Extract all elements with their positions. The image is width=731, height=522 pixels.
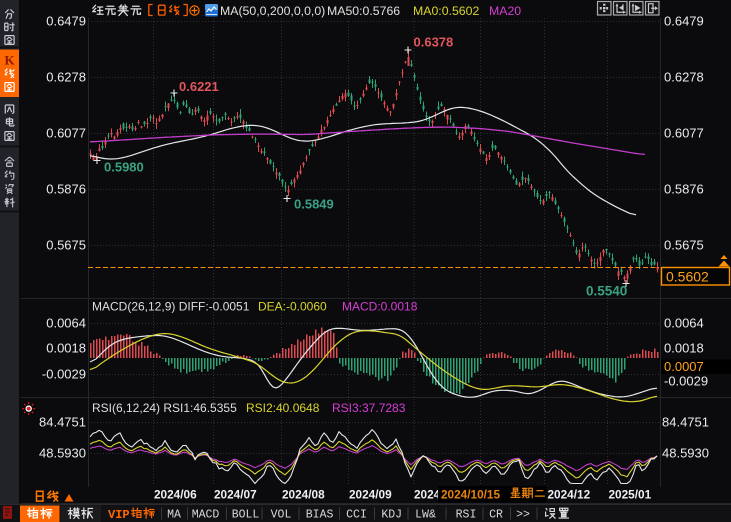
svg-text:0.5602: 0.5602 (666, 269, 709, 285)
svg-text:0.6278: 0.6278 (664, 70, 704, 85)
svg-text:2024/12: 2024/12 (548, 488, 591, 502)
svg-text:0.6077: 0.6077 (46, 126, 86, 141)
svg-text:>>: >> (516, 509, 530, 522)
svg-text:84.4751: 84.4751 (662, 415, 709, 430)
svg-text:2025/01: 2025/01 (609, 488, 652, 502)
svg-text:CR: CR (489, 509, 503, 522)
svg-text:MACD(26,12,9) DIFF:-0.0051: MACD(26,12,9) DIFF:-0.0051 (92, 300, 250, 314)
svg-text:VOL: VOL (271, 509, 292, 522)
svg-text:0.5540: 0.5540 (586, 284, 627, 299)
svg-text:MA50:0.5766: MA50:0.5766 (327, 4, 400, 18)
svg-text:2024/09: 2024/09 (349, 488, 392, 502)
svg-text:-0.0029: -0.0029 (664, 374, 708, 389)
svg-text:K: K (4, 53, 15, 68)
svg-text:RSI2:40.0648: RSI2:40.0648 (246, 401, 320, 415)
svg-text:84.4751: 84.4751 (39, 415, 86, 430)
svg-text:VIP: VIP (108, 508, 130, 522)
svg-text:RSI3:37.7283: RSI3:37.7283 (332, 401, 406, 415)
svg-text:0.5980: 0.5980 (104, 160, 144, 175)
svg-text:0.6378: 0.6378 (414, 35, 454, 50)
svg-text:0.6479: 0.6479 (664, 14, 704, 29)
svg-text:0.0007: 0.0007 (664, 359, 704, 374)
svg-text:MACD: MACD (192, 509, 220, 522)
svg-text:0.5876: 0.5876 (664, 182, 704, 197)
svg-text:-0.0029: -0.0029 (42, 367, 86, 382)
svg-text:0.0018: 0.0018 (46, 341, 86, 356)
svg-text:0.5849: 0.5849 (294, 197, 334, 212)
svg-text:2024/07: 2024/07 (214, 488, 257, 502)
svg-text:2024/08: 2024/08 (282, 488, 325, 502)
svg-text:0.6479: 0.6479 (46, 14, 86, 29)
svg-text:MA20: MA20 (489, 4, 521, 18)
svg-text:KDJ: KDJ (381, 509, 402, 522)
svg-text:0.5876: 0.5876 (46, 182, 86, 197)
svg-text:0.0064: 0.0064 (664, 316, 704, 331)
svg-text:MA: MA (167, 509, 181, 522)
svg-text:CCI: CCI (346, 509, 367, 522)
svg-text:48.5930: 48.5930 (662, 446, 709, 461)
svg-text:0.6077: 0.6077 (664, 126, 704, 141)
svg-text:MACD:0.0018: MACD:0.0018 (342, 300, 418, 314)
svg-text:2024/10/15: 2024/10/15 (441, 488, 500, 502)
svg-text:0.6221: 0.6221 (179, 79, 219, 94)
svg-text:MA0:0.5602: MA0:0.5602 (413, 4, 479, 18)
svg-text:RSI(6,12,24) RSI1:46.5355: RSI(6,12,24) RSI1:46.5355 (92, 401, 237, 415)
svg-text:BOLL: BOLL (232, 509, 260, 522)
svg-text:0.5675: 0.5675 (46, 238, 86, 253)
svg-text:DEA:-0.0060: DEA:-0.0060 (258, 300, 327, 314)
svg-text:0.6278: 0.6278 (46, 70, 86, 85)
svg-text:RSI: RSI (456, 509, 477, 522)
svg-text:MA(50,0,200,0,0,0): MA(50,0,200,0,0,0) (220, 4, 325, 18)
svg-text:LW&: LW& (415, 509, 436, 522)
svg-text:48.5930: 48.5930 (39, 446, 86, 461)
svg-text:0.0018: 0.0018 (664, 341, 704, 356)
svg-text:0.5675: 0.5675 (664, 238, 704, 253)
svg-text:2024/06: 2024/06 (154, 488, 197, 502)
svg-text:BIAS: BIAS (306, 509, 334, 522)
svg-text:0.0064: 0.0064 (46, 316, 86, 331)
svg-text:2024: 2024 (414, 488, 441, 502)
